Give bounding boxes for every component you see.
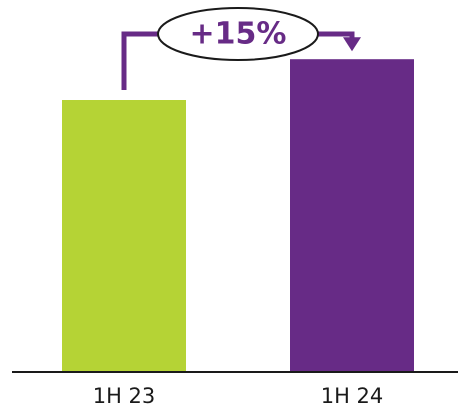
arrow-head-icon: [343, 37, 361, 52]
bar-1h-23: [62, 100, 186, 372]
bars-group: [62, 59, 414, 372]
growth-label-ellipse: [157, 7, 319, 61]
bar-1h-24: [290, 59, 414, 372]
x-tick-label: 1H 24: [321, 384, 384, 408]
growth-label: +15%: [190, 17, 287, 52]
x-tick-labels: 1H 23 1H 24: [93, 384, 384, 408]
growth-callout: +15%: [121, 7, 361, 90]
x-tick-label: 1H 23: [93, 384, 156, 408]
